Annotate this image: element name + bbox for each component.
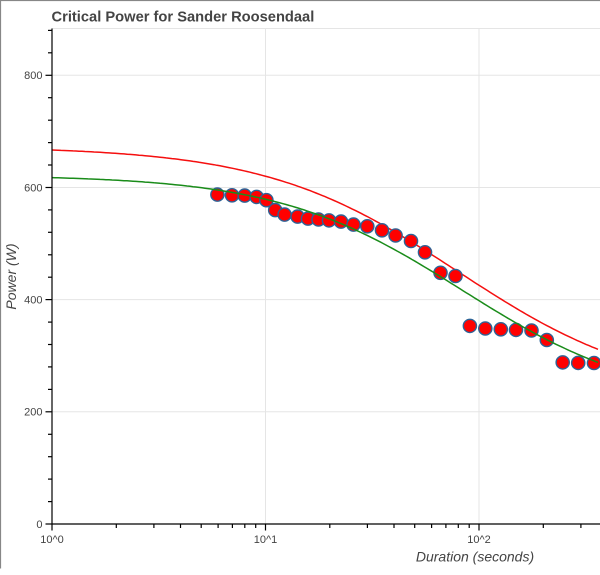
svg-text:800: 800 (24, 70, 42, 82)
svg-text:Critical Power for Sander Roos: Critical Power for Sander Roosendaal (52, 10, 315, 26)
svg-text:Duration (seconds): Duration (seconds) (416, 549, 534, 565)
svg-text:0: 0 (36, 519, 42, 531)
svg-text:10^2: 10^2 (467, 534, 491, 546)
svg-text:10^0: 10^0 (40, 534, 64, 546)
svg-text:400: 400 (24, 295, 42, 307)
svg-text:200: 200 (24, 407, 42, 419)
svg-text:Power (W): Power (W) (3, 243, 19, 309)
svg-text:10^1: 10^1 (254, 534, 278, 546)
svg-text:600: 600 (24, 182, 42, 194)
